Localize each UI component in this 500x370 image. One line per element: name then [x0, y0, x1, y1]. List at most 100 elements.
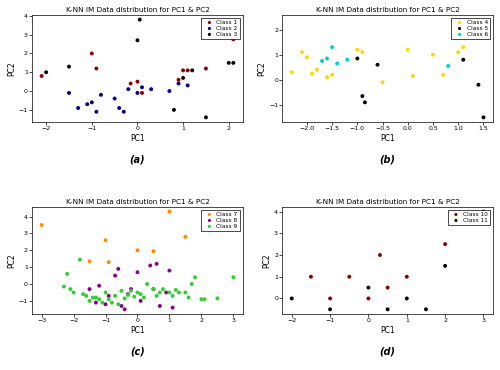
Class 2: [88, 100, 96, 105]
Class 11: [403, 296, 411, 302]
Class 9: [98, 300, 106, 306]
Class 4: [454, 49, 462, 55]
Class 1: [138, 90, 146, 96]
Class 9: [76, 257, 84, 263]
Title: K-NN IM Data distribution for PC1 & PC2: K-NN IM Data distribution for PC1 & PC2: [66, 7, 210, 13]
X-axis label: PC1: PC1: [380, 326, 395, 335]
Class 6: [318, 58, 326, 64]
Legend: Class 7, Class 8, Class 9: Class 7, Class 8, Class 9: [201, 209, 240, 231]
Class 2: [65, 90, 73, 96]
Class 8: [168, 305, 176, 310]
Class 2: [184, 83, 192, 88]
Class 11: [384, 306, 392, 312]
X-axis label: PC1: PC1: [130, 326, 145, 335]
Class 10: [364, 296, 372, 302]
Class 9: [152, 293, 160, 299]
Class 9: [166, 289, 173, 295]
Class 3: [42, 69, 50, 75]
Class 1: [134, 79, 141, 85]
Class 9: [79, 291, 87, 297]
Class 4: [298, 49, 306, 55]
Class 9: [198, 296, 205, 302]
Class 8: [92, 300, 100, 306]
Class 1: [184, 67, 192, 73]
Class 5: [460, 57, 468, 63]
Class 7: [102, 237, 110, 243]
Class 9: [175, 289, 183, 295]
Class 8: [150, 286, 158, 292]
Class 8: [136, 298, 144, 304]
Class 2: [120, 109, 128, 115]
Title: K-NN IM Data distribution for PC1 & PC2: K-NN IM Data distribution for PC1 & PC2: [66, 199, 210, 205]
Text: (b): (b): [380, 155, 396, 165]
Class 7: [150, 248, 158, 254]
Text: (c): (c): [130, 346, 145, 356]
Class 8: [120, 306, 128, 312]
Class 1: [230, 36, 237, 42]
Class 5: [474, 82, 482, 88]
Class 4: [328, 72, 336, 78]
Class 9: [86, 298, 94, 304]
Y-axis label: PC2: PC2: [257, 61, 266, 76]
Class 4: [404, 47, 412, 53]
Class 8: [166, 268, 173, 273]
Class 4: [474, 17, 482, 23]
Class 9: [230, 274, 237, 280]
Title: K-NN IM Data distribution for PC1 & PC2: K-NN IM Data distribution for PC1 & PC2: [316, 7, 460, 13]
Class 8: [102, 301, 110, 307]
Class 1: [179, 67, 187, 73]
Class 2: [97, 92, 105, 98]
Class 3: [224, 60, 232, 66]
Class 11: [441, 263, 449, 269]
Class 8: [127, 286, 135, 292]
Text: (d): (d): [380, 346, 396, 356]
Class 9: [200, 296, 208, 302]
Class 7: [104, 259, 112, 265]
Class 1: [92, 65, 100, 71]
Class 6: [444, 63, 452, 69]
Class 8: [95, 283, 103, 289]
Class 8: [152, 261, 160, 267]
Class 5: [358, 93, 366, 99]
Class 3: [179, 75, 187, 81]
Class 9: [191, 274, 199, 280]
Class 11: [422, 306, 430, 312]
Class 9: [150, 286, 158, 292]
Class 5: [480, 114, 488, 120]
Class 9: [156, 289, 164, 295]
Class 11: [480, 209, 488, 215]
Class 2: [124, 86, 132, 92]
Class 9: [92, 295, 100, 300]
Class 1: [88, 50, 96, 56]
Class 9: [159, 286, 167, 292]
Class 3: [170, 107, 178, 113]
Y-axis label: PC2: PC2: [7, 253, 16, 268]
Class 10: [403, 274, 411, 280]
Class 9: [124, 292, 132, 298]
Legend: Class 10, Class 11: Class 10, Class 11: [448, 209, 490, 225]
Y-axis label: PC2: PC2: [262, 253, 271, 268]
Class 4: [429, 52, 437, 58]
Class 2: [115, 105, 123, 111]
Class 6: [333, 61, 341, 67]
Class 4: [354, 47, 362, 53]
Class 9: [182, 289, 190, 295]
Class 1: [126, 81, 134, 87]
Class 8: [162, 289, 170, 295]
Class 9: [60, 283, 68, 289]
Class 4: [303, 54, 311, 60]
Class 1: [202, 65, 210, 71]
Class 4: [313, 67, 321, 73]
Class 9: [111, 293, 119, 299]
Class 3: [230, 60, 237, 66]
Class 9: [104, 296, 112, 302]
Class 9: [82, 293, 90, 299]
Class 4: [308, 71, 316, 77]
Class 4: [409, 73, 417, 79]
Class 3: [136, 17, 143, 23]
Class 3: [202, 114, 210, 120]
Class 9: [88, 295, 96, 300]
Class 9: [188, 281, 196, 287]
Class 9: [134, 289, 141, 295]
Class 2: [83, 101, 91, 107]
